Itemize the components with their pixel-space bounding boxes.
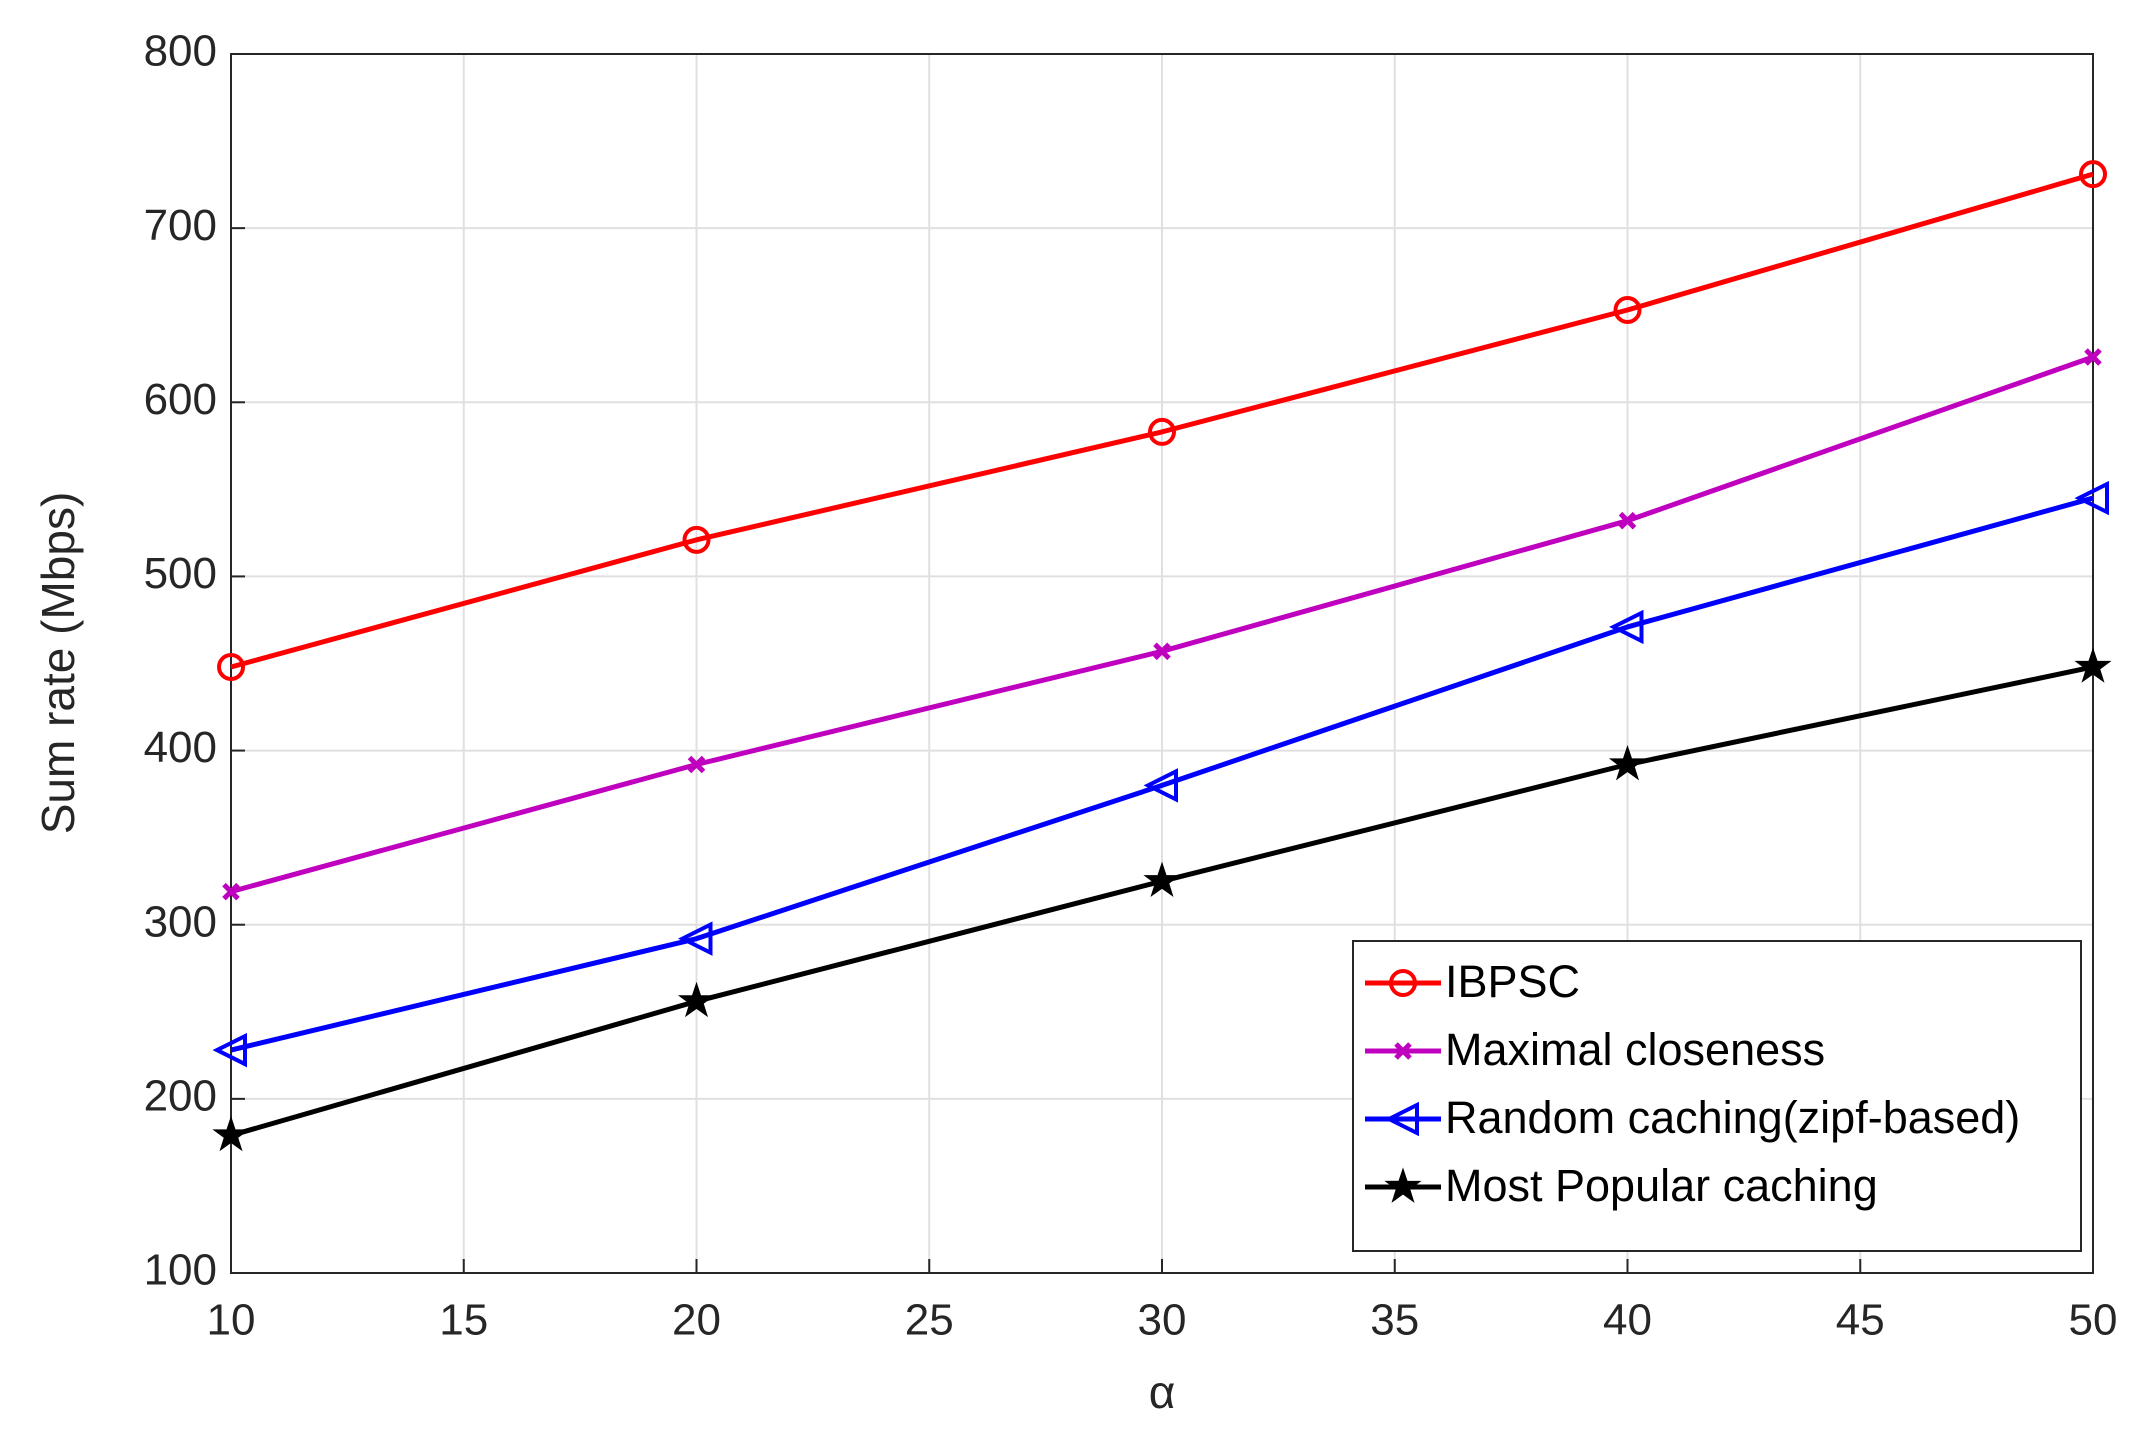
series-line (230, 171, 2094, 670)
y-tick-label: 200 (144, 1071, 217, 1120)
x-tick-label: 50 (2069, 1296, 2118, 1345)
marker (2074, 647, 2112, 683)
y-axis-label: Sum rate (Mbps) (32, 492, 84, 835)
marker (677, 981, 716, 1018)
legend-box (1352, 940, 2082, 1252)
marker (1153, 642, 1171, 661)
x-tick-label: 30 (1138, 1296, 1187, 1345)
x-tick-label: 20 (672, 1296, 721, 1345)
x-axis-label: α (1149, 1366, 1176, 1418)
x-tick-label: 15 (439, 1296, 488, 1345)
y-tick-label: 400 (144, 723, 217, 772)
x-tick-label: 35 (1370, 1296, 1419, 1345)
legend-marker (1394, 1042, 1412, 1060)
marker (678, 921, 713, 956)
x-tick-label: 25 (905, 1296, 954, 1345)
marker (2084, 348, 2102, 366)
series-line (230, 495, 2094, 1053)
y-tick-label: 700 (144, 201, 217, 250)
marker (687, 755, 706, 774)
marker (1618, 511, 1637, 530)
legend-label: Most Popular caching (1445, 1160, 1878, 1211)
marker (1143, 861, 1181, 897)
y-tick-label: 800 (144, 27, 217, 76)
marker (1608, 744, 1647, 781)
marker (1148, 417, 1176, 446)
marker (217, 652, 245, 681)
marker (1609, 609, 1644, 645)
marker (2074, 480, 2109, 516)
y-tick-label: 300 (144, 897, 217, 946)
marker (1613, 295, 1642, 324)
legend-marker (1384, 1167, 1422, 1203)
y-tick-label: 500 (144, 549, 217, 598)
marker (2079, 160, 2107, 189)
x-tick-label: 10 (207, 1296, 256, 1345)
marker (222, 882, 240, 901)
legend-label: Maximal closeness (1445, 1024, 1825, 1075)
marker (1143, 768, 1178, 803)
y-tick-label: 600 (144, 375, 217, 424)
y-tick-label: 100 (144, 1246, 217, 1295)
marker (212, 1115, 250, 1152)
legend-label: Random caching(zipf-based) (1445, 1092, 2020, 1143)
legend-marker (1389, 969, 1417, 997)
x-tick-label: 40 (1603, 1296, 1652, 1345)
marker (682, 525, 711, 554)
x-tick-label: 45 (1836, 1296, 1885, 1345)
marker (212, 1032, 247, 1068)
legend-label: IBPSC (1445, 956, 1580, 1007)
legend-marker (1384, 1101, 1419, 1137)
